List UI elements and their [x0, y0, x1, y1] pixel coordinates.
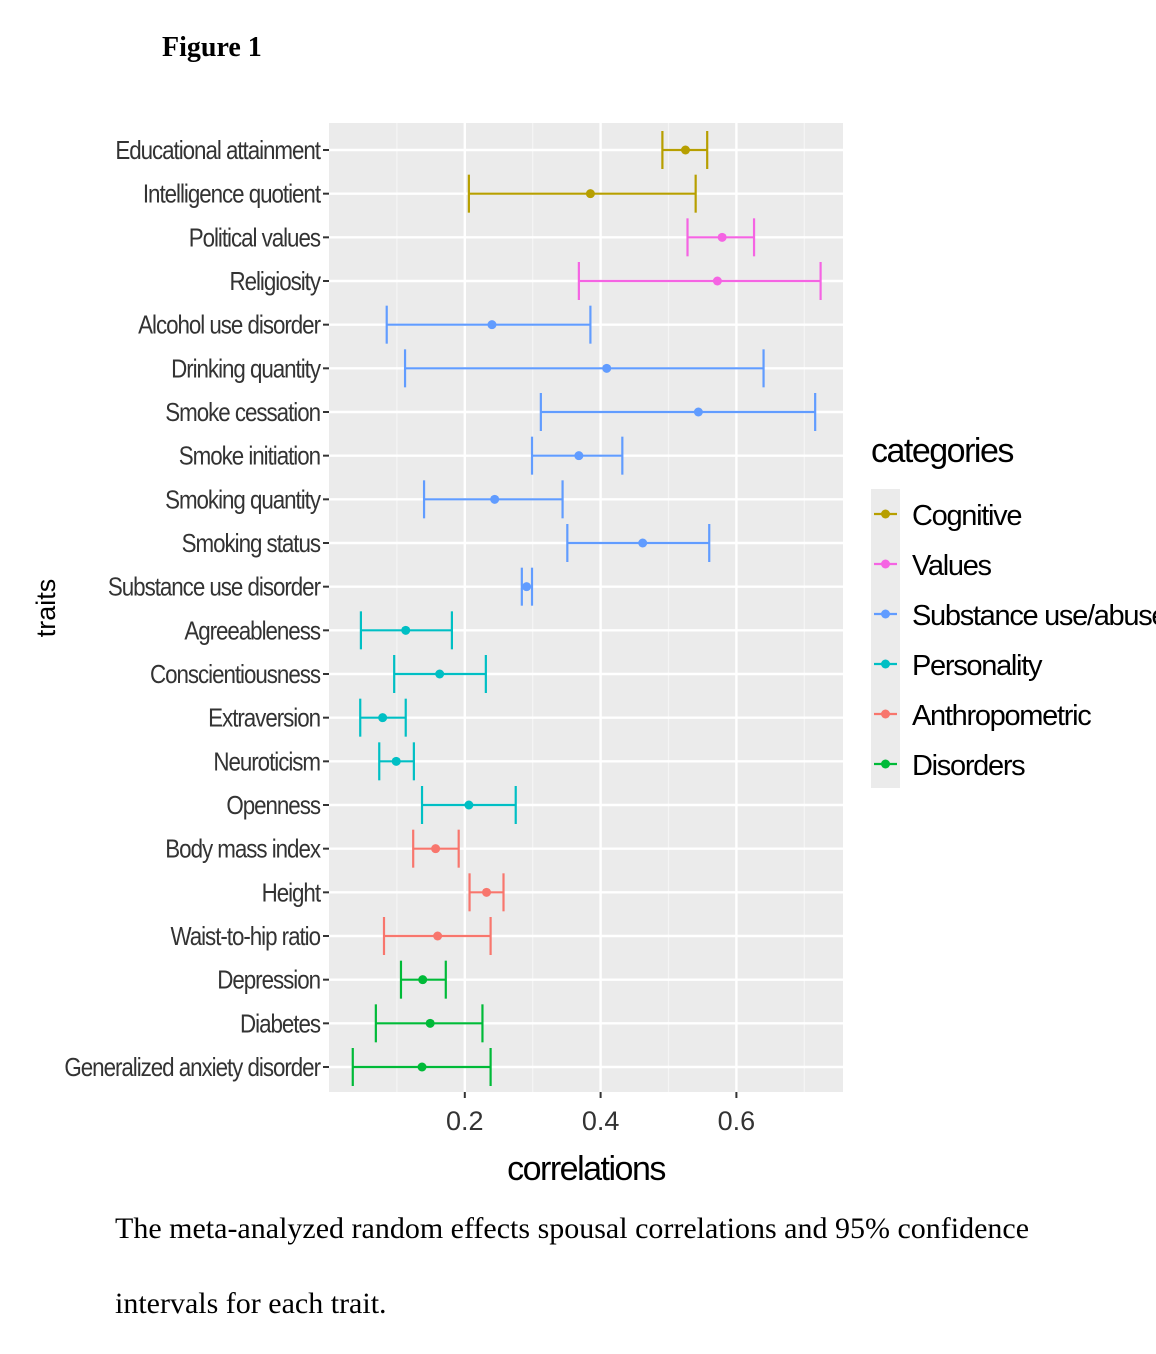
caption-line-2: intervals for each trait. — [115, 1287, 387, 1320]
estimate-point — [585, 189, 595, 199]
legend-key-point — [881, 509, 890, 519]
x-tick-label: 0.6 — [718, 1106, 756, 1136]
legend-label: Disorders — [912, 750, 1025, 782]
estimate-point — [712, 276, 722, 286]
estimate-point — [522, 582, 532, 592]
y-tick-label: Generalized anxiety disorder — [64, 1053, 321, 1082]
estimate-point — [435, 669, 445, 679]
y-tick-label: Political values — [189, 224, 321, 253]
legend-label: Cognitive — [912, 500, 1021, 532]
estimate-point — [717, 232, 727, 242]
legend-key-point — [881, 609, 890, 619]
legend-key-point — [881, 559, 890, 569]
y-tick-label: Body mass index — [165, 835, 321, 864]
legend-key-point — [881, 759, 890, 769]
y-tick-label: Educational attainment — [115, 136, 321, 165]
legend-key-background — [871, 489, 900, 788]
y-tick-label: Intelligence quotient — [143, 180, 321, 209]
legend-title: categories — [871, 432, 1013, 470]
y-tick-label: Neuroticism — [213, 748, 320, 777]
estimate-point — [490, 494, 500, 504]
y-tick-label: Alcohol use disorder — [138, 311, 321, 340]
y-axis-title: traits — [31, 579, 61, 638]
legend-label: Substance use/abuse — [912, 600, 1156, 632]
legend-label: Anthropometric — [912, 700, 1091, 732]
y-tick-label: Smoking status — [182, 529, 321, 558]
estimate-point — [391, 756, 401, 766]
y-tick-label: Drinking quantity — [171, 355, 322, 384]
estimate-point — [401, 625, 411, 635]
estimate-point — [433, 931, 443, 941]
figure-title: Figure 1 — [162, 32, 262, 63]
estimate-point — [464, 800, 474, 810]
estimate-point — [482, 887, 492, 897]
estimate-point — [431, 844, 441, 854]
y-tick-label: Height — [262, 879, 322, 908]
x-tick-label: 0.4 — [582, 1106, 620, 1136]
x-axis-title: correlations — [507, 1150, 665, 1188]
estimate-point — [602, 363, 612, 373]
y-tick-label: Extraversion — [208, 704, 320, 733]
estimate-point — [425, 1018, 435, 1028]
estimate-point — [418, 975, 428, 985]
y-tick-label: Agreeableness — [184, 617, 321, 646]
estimate-point — [574, 451, 584, 461]
legend-label: Personality — [912, 650, 1043, 682]
y-tick-label: Substance use disorder — [108, 573, 321, 602]
y-tick-label: Smoking quantity — [165, 486, 322, 515]
caption-line-1: The meta-analyzed random effects spousal… — [115, 1212, 1030, 1245]
y-tick-label: Openness — [226, 791, 321, 820]
estimate-point — [487, 320, 497, 330]
y-tick-label: Religiosity — [230, 267, 322, 296]
y-tick-label: Waist-to-hip ratio — [171, 922, 321, 951]
x-tick-label: 0.2 — [446, 1106, 484, 1136]
y-tick-label: Depression — [217, 966, 320, 995]
y-tick-label: Smoke initiation — [179, 442, 320, 471]
plot-panel — [329, 123, 843, 1092]
estimate-point — [638, 538, 648, 548]
estimate-point — [378, 713, 388, 723]
y-tick-label: Smoke cessation — [165, 398, 320, 427]
y-tick-label: Conscientiousness — [150, 660, 321, 689]
y-tick-label: Diabetes — [240, 1010, 321, 1039]
estimate-point — [417, 1062, 427, 1072]
legend-key-point — [881, 659, 890, 669]
estimate-point — [693, 407, 703, 417]
estimate-point — [680, 145, 690, 155]
legend-key-point — [881, 709, 890, 719]
legend-label: Values — [912, 550, 992, 582]
